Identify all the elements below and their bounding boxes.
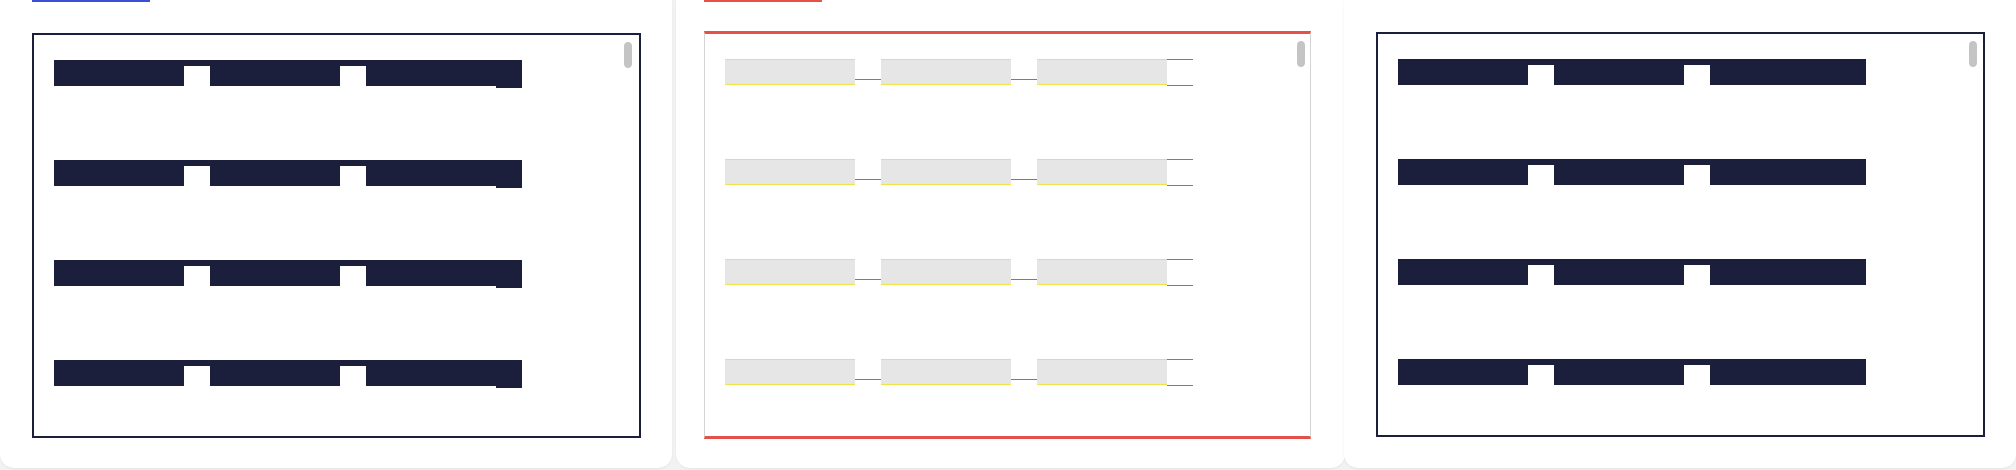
bar-segment — [54, 360, 184, 386]
bar-segment — [366, 160, 496, 186]
bar-segment — [725, 59, 855, 85]
bar-notch — [184, 360, 210, 366]
bar-segment — [725, 259, 855, 285]
bar-segment — [1554, 159, 1684, 185]
bar-segment — [1710, 159, 1840, 185]
bar-segment — [1398, 259, 1528, 285]
bar-end-cap — [1840, 159, 1866, 185]
bar-notch — [340, 60, 366, 66]
bar-segment — [725, 159, 855, 185]
bar-segment — [725, 359, 855, 385]
bar-row — [725, 59, 1193, 86]
bar-notch — [1011, 79, 1037, 80]
bar-row — [54, 60, 522, 88]
bar-segment — [881, 59, 1011, 85]
bar-notch — [1528, 259, 1554, 265]
bar-segment — [1554, 59, 1684, 85]
scrollbar-thumb[interactable] — [624, 42, 632, 68]
bar-notch — [855, 179, 881, 180]
bar-end-cap — [496, 60, 522, 88]
bar-notch — [1528, 59, 1554, 65]
panel-frame — [32, 33, 641, 438]
bar-end-cap — [496, 360, 522, 388]
bar-notch — [184, 160, 210, 166]
bar-row — [1398, 59, 1866, 85]
bar-row — [725, 259, 1193, 286]
bar-notch — [1528, 359, 1554, 365]
bar-row — [1398, 359, 1866, 385]
bar-end-cap — [1840, 259, 1866, 285]
bar-notch — [1011, 279, 1037, 280]
bar-segment — [1554, 359, 1684, 385]
panel-frame — [1376, 32, 1985, 437]
bar-notch — [855, 279, 881, 280]
bar-notch — [855, 79, 881, 80]
bar-notch — [340, 360, 366, 366]
panel-frame — [704, 31, 1311, 439]
bar-notch — [1684, 359, 1710, 365]
bar-end-cap — [496, 160, 522, 188]
bar-segment — [210, 160, 340, 186]
bar-segment — [54, 260, 184, 286]
bar-row — [54, 260, 522, 288]
bar-notch — [340, 260, 366, 266]
bar-segment — [1398, 359, 1528, 385]
bar-row — [54, 360, 522, 388]
tab-indicator — [704, 0, 822, 2]
scrollbar-thumb[interactable] — [1969, 41, 1977, 67]
bar-segment — [1554, 259, 1684, 285]
bar-segment — [881, 359, 1011, 385]
bar-segment — [366, 260, 496, 286]
bar-notch — [1528, 159, 1554, 165]
bar-end-cap — [1167, 59, 1193, 86]
panel-card — [676, 0, 1345, 468]
bar-notch — [184, 260, 210, 266]
bar-segment — [1710, 59, 1840, 85]
bar-segment — [1037, 259, 1167, 285]
panel-card — [0, 0, 672, 468]
scrollbar-thumb[interactable] — [1297, 41, 1305, 67]
bar-row — [725, 159, 1193, 186]
bar-segment — [1037, 59, 1167, 85]
bar-segment — [1398, 159, 1528, 185]
bar-segment — [1398, 59, 1528, 85]
bar-notch — [184, 60, 210, 66]
bar-end-cap — [1840, 59, 1866, 85]
bar-segment — [366, 360, 496, 386]
bar-segment — [1710, 259, 1840, 285]
bar-end-cap — [1167, 359, 1193, 386]
bar-segment — [1710, 359, 1840, 385]
bar-segment — [366, 60, 496, 86]
bar-notch — [1011, 179, 1037, 180]
bar-end-cap — [1167, 159, 1193, 186]
bar-segment — [210, 60, 340, 86]
bar-row — [1398, 259, 1866, 285]
bar-row — [725, 359, 1193, 386]
bar-row — [1398, 159, 1866, 185]
bar-notch — [1684, 59, 1710, 65]
bar-end-cap — [1840, 359, 1866, 385]
bar-end-cap — [1167, 259, 1193, 286]
bar-notch — [1011, 379, 1037, 380]
bar-row — [54, 160, 522, 188]
bar-notch — [855, 379, 881, 380]
bar-segment — [54, 60, 184, 86]
bar-notch — [1684, 159, 1710, 165]
bar-segment — [1037, 159, 1167, 185]
bar-segment — [210, 260, 340, 286]
bar-end-cap — [496, 260, 522, 288]
bar-segment — [210, 360, 340, 386]
bar-segment — [881, 159, 1011, 185]
bar-segment — [1037, 359, 1167, 385]
bar-notch — [340, 160, 366, 166]
bar-segment — [54, 160, 184, 186]
panel-card — [1344, 0, 2016, 468]
tab-indicator — [32, 0, 150, 2]
bar-notch — [1684, 259, 1710, 265]
bar-segment — [881, 259, 1011, 285]
